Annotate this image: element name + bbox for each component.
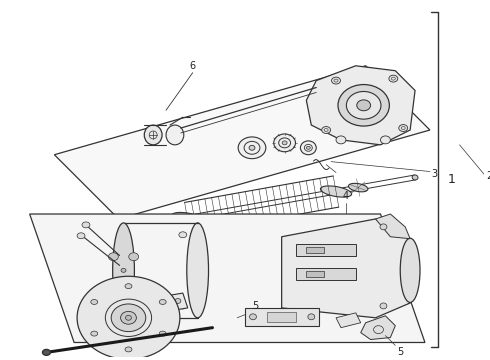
Ellipse shape (389, 75, 398, 82)
Ellipse shape (380, 303, 387, 309)
Text: 2: 2 (486, 171, 490, 181)
Ellipse shape (348, 183, 368, 192)
Ellipse shape (111, 304, 146, 332)
Ellipse shape (43, 350, 50, 355)
Ellipse shape (125, 315, 131, 320)
Ellipse shape (125, 347, 132, 352)
Ellipse shape (306, 146, 310, 149)
Ellipse shape (129, 253, 139, 261)
Ellipse shape (269, 243, 285, 255)
Ellipse shape (101, 230, 106, 235)
Text: 1: 1 (448, 173, 456, 186)
Ellipse shape (179, 303, 187, 309)
Bar (296, 268, 356, 280)
Polygon shape (54, 66, 430, 219)
Ellipse shape (108, 280, 118, 288)
Ellipse shape (336, 136, 346, 144)
Polygon shape (375, 214, 410, 239)
Polygon shape (361, 316, 395, 339)
Ellipse shape (380, 136, 391, 144)
Ellipse shape (380, 224, 387, 230)
Ellipse shape (77, 276, 180, 359)
Ellipse shape (238, 137, 266, 159)
Bar (306, 271, 324, 277)
Ellipse shape (159, 331, 166, 336)
Ellipse shape (121, 268, 126, 272)
Ellipse shape (159, 300, 166, 305)
Ellipse shape (91, 300, 98, 305)
Ellipse shape (357, 100, 370, 111)
Ellipse shape (187, 223, 209, 318)
Ellipse shape (338, 85, 390, 126)
Ellipse shape (249, 314, 256, 320)
Text: 3: 3 (432, 170, 438, 180)
Ellipse shape (320, 186, 352, 197)
Ellipse shape (108, 253, 118, 261)
Ellipse shape (249, 145, 255, 150)
Polygon shape (282, 219, 410, 318)
Ellipse shape (82, 222, 90, 228)
Ellipse shape (166, 125, 184, 145)
Ellipse shape (125, 284, 132, 289)
Ellipse shape (172, 212, 203, 224)
Ellipse shape (121, 311, 136, 324)
Bar (245, 308, 319, 326)
Ellipse shape (282, 141, 287, 145)
Text: 6: 6 (190, 61, 196, 71)
Ellipse shape (179, 232, 187, 238)
Ellipse shape (129, 280, 139, 288)
Ellipse shape (175, 298, 181, 303)
Ellipse shape (113, 223, 134, 318)
Polygon shape (153, 293, 188, 313)
Polygon shape (306, 66, 415, 145)
Bar (306, 247, 324, 253)
Ellipse shape (300, 141, 316, 155)
Ellipse shape (77, 233, 85, 239)
Ellipse shape (308, 314, 315, 320)
Ellipse shape (412, 175, 418, 180)
Ellipse shape (274, 134, 295, 152)
Text: 4: 4 (343, 191, 349, 201)
Bar (296, 244, 356, 256)
Polygon shape (30, 214, 425, 342)
Ellipse shape (400, 238, 420, 302)
Ellipse shape (157, 302, 163, 307)
Text: 5: 5 (397, 347, 403, 357)
Ellipse shape (332, 77, 341, 84)
Ellipse shape (144, 125, 162, 145)
Ellipse shape (91, 331, 98, 336)
Text: 5: 5 (252, 301, 258, 311)
Bar (267, 312, 296, 322)
Ellipse shape (321, 127, 331, 134)
Ellipse shape (346, 91, 381, 119)
Polygon shape (336, 313, 361, 328)
Ellipse shape (399, 125, 408, 131)
